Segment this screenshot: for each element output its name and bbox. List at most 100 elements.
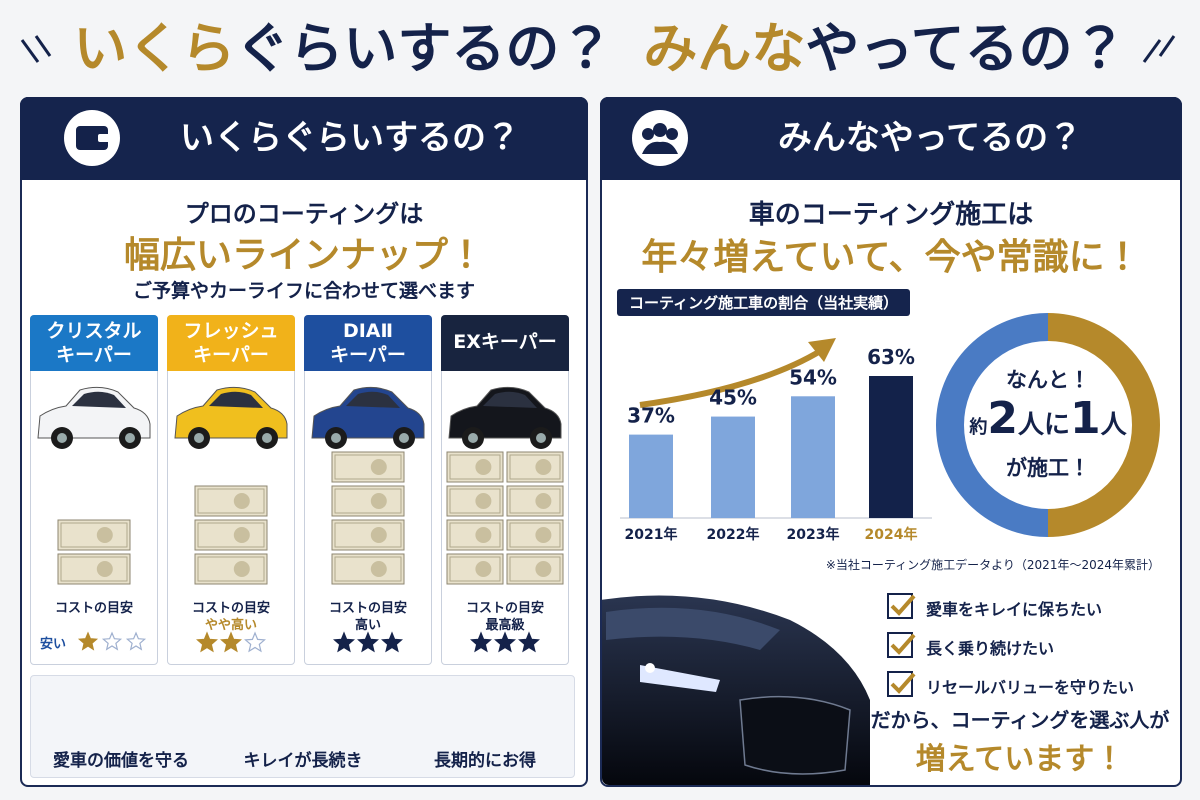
- car-wheel: [125, 433, 135, 443]
- bill: [334, 488, 402, 514]
- bill: [331, 519, 405, 551]
- rating-star: [196, 631, 218, 653]
- donut-text: 人: [1100, 410, 1127, 440]
- car-wheel: [194, 433, 204, 443]
- wallet-icon: [98, 134, 110, 142]
- bill: [446, 553, 504, 585]
- card-name: キーパー: [56, 344, 132, 366]
- bill: [506, 451, 564, 483]
- bill: [233, 527, 250, 543]
- value-label: 63%: [867, 345, 915, 369]
- x-tick-label: 2023年: [787, 526, 840, 543]
- title-text: ぐらいするの？: [235, 17, 614, 80]
- people-icon: [642, 128, 654, 140]
- bill: [96, 527, 113, 543]
- bill: [535, 459, 552, 475]
- panel-heading: いくらぐらいするの？: [180, 118, 520, 158]
- donut-text: 人に: [1017, 410, 1070, 440]
- rating-star: [125, 631, 147, 651]
- closing-text: だから、コーティングを選ぶ人が: [870, 708, 1170, 732]
- bill: [194, 519, 268, 551]
- feature-label: キレイが長続き: [243, 751, 363, 771]
- sub-text: ご予算やカーライフに合わせて選べます: [132, 280, 475, 302]
- hero-car: [606, 607, 780, 650]
- rating-star: [357, 631, 379, 653]
- feature-label: 長期的にお得: [434, 751, 536, 771]
- card-name: キーパー: [193, 344, 269, 366]
- bill: [370, 527, 387, 543]
- bill: [233, 561, 250, 577]
- title-accent: いくら: [73, 17, 236, 80]
- decor-stroke: [1158, 35, 1176, 57]
- car-image: [311, 386, 425, 439]
- card-name: クリスタル: [46, 320, 142, 342]
- rating-star: [381, 631, 403, 653]
- rating-star: [518, 631, 540, 653]
- bill: [449, 488, 501, 514]
- bill: [370, 561, 387, 577]
- car-image: [174, 386, 288, 439]
- rating-star: [244, 631, 266, 653]
- grille: [739, 695, 851, 775]
- value-label: 45%: [709, 386, 757, 410]
- cost-label: コストの目安: [191, 601, 270, 616]
- bill: [446, 451, 504, 483]
- rating-star: [333, 631, 355, 653]
- bill: [509, 488, 561, 514]
- car-image: [448, 386, 562, 439]
- bill: [197, 488, 265, 514]
- bill: [535, 493, 552, 509]
- title-text: やってるの？: [805, 17, 1127, 80]
- bill: [449, 454, 501, 480]
- headline: 年々増えていて、今や常識に！: [641, 237, 1141, 278]
- bar: [791, 396, 835, 518]
- bill: [331, 451, 405, 483]
- bill: [475, 493, 492, 509]
- bill: [334, 522, 402, 548]
- bill: [194, 553, 268, 585]
- check-item: リセールバリューを守りたい: [926, 678, 1135, 697]
- bill: [535, 527, 552, 543]
- donut-text: なんと！: [1006, 368, 1090, 392]
- car-wheel: [468, 433, 478, 443]
- donut-number: 1: [1070, 393, 1101, 444]
- rating-star: [220, 631, 242, 653]
- bar: [711, 416, 755, 518]
- right-band: [600, 97, 1182, 180]
- bill: [370, 459, 387, 475]
- decor-stroke: [20, 39, 40, 63]
- checkmark: [890, 594, 916, 616]
- lead-text: 車のコーティング施工は: [748, 200, 1034, 230]
- cost-label: コストの目安: [465, 601, 544, 616]
- value-label: 37%: [627, 404, 675, 428]
- wallet-icon: [76, 126, 108, 150]
- bar: [629, 434, 673, 518]
- bill: [475, 561, 492, 577]
- car-wheel: [331, 433, 341, 443]
- card-name: DIAⅡ: [342, 320, 394, 342]
- panel-heading: みんなやってるの？: [777, 118, 1083, 158]
- bill: [233, 493, 250, 509]
- car-wheel: [536, 433, 546, 443]
- car-wheel: [262, 433, 272, 443]
- bill: [60, 522, 128, 548]
- source-note: ※当社コーティング施工データより（2021年～2024年累計）: [825, 558, 1160, 572]
- x-tick-label: 2024年: [865, 526, 918, 543]
- features-box: [30, 675, 575, 778]
- bill: [449, 522, 501, 548]
- checkmark: [890, 672, 916, 694]
- card-header: [441, 315, 569, 371]
- donut-text: が施工！: [1006, 456, 1090, 480]
- cost-label: コストの目安: [54, 601, 133, 616]
- icon-circle: [632, 110, 688, 166]
- car-window: [346, 391, 400, 408]
- trend-arrow: [808, 338, 836, 362]
- bill: [475, 459, 492, 475]
- bill: [506, 553, 564, 585]
- decor-stroke: [1142, 39, 1162, 63]
- lead-text: プロのコーティングは: [184, 200, 424, 228]
- cost-level: やや高い: [204, 618, 257, 633]
- rating-star: [77, 631, 99, 651]
